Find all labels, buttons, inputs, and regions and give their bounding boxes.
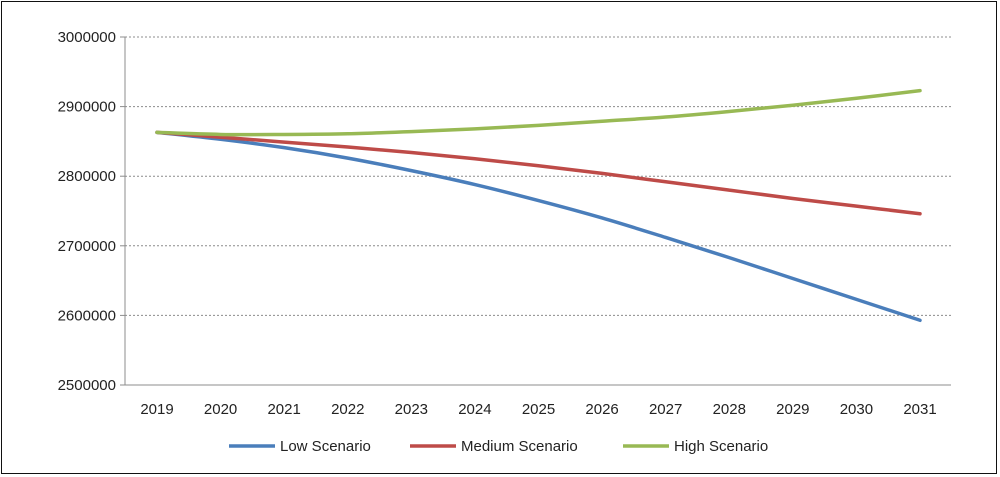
series-lines [155,88,922,323]
x-tick-label: 2030 [840,401,873,418]
x-tick-label: 2023 [395,401,428,418]
series-line-medium-scenario [155,130,922,216]
x-tick-label: 2020 [204,401,237,418]
axes [120,36,951,386]
x-tick-label: 2028 [713,401,746,418]
legend-label-low-scenario: Low Scenario [280,438,371,455]
x-tick-label: 2027 [649,401,682,418]
x-tick-label: 2026 [585,401,618,418]
legend: Low Scenario Medium Scenario High Scenario [229,438,768,455]
x-tick-label: 2029 [776,401,809,418]
x-tick-label: 2022 [331,401,364,418]
y-tick-labels: 2500000 2600000 2700000 2800000 2900000 30000… [58,29,116,394]
y-tick-label: 2600000 [58,307,116,324]
x-tick-label: 2019 [140,401,173,418]
legend-label-high-scenario: High Scenario [674,438,768,455]
y-tick-label: 2500000 [58,377,116,394]
series-line-low-scenario [155,130,922,323]
series-line-high-scenario [155,88,922,137]
y-tick-label: 2800000 [58,168,116,185]
legend-label-medium-scenario: Medium Scenario [461,438,578,455]
x-tick-label: 2031 [903,401,936,418]
x-tick-label: 2025 [522,401,555,418]
x-tick-label: 2021 [267,401,300,418]
x-tick-label: 2024 [458,401,491,418]
grid-lines [125,36,951,316]
x-tick-labels: 2019 2020 2021 2022 2023 2024 2025 2026 2027 2028… [140,401,936,418]
y-tick-label: 3000000 [58,29,116,46]
y-tick-label: 2900000 [58,99,116,116]
y-tick-label: 2700000 [58,238,116,255]
